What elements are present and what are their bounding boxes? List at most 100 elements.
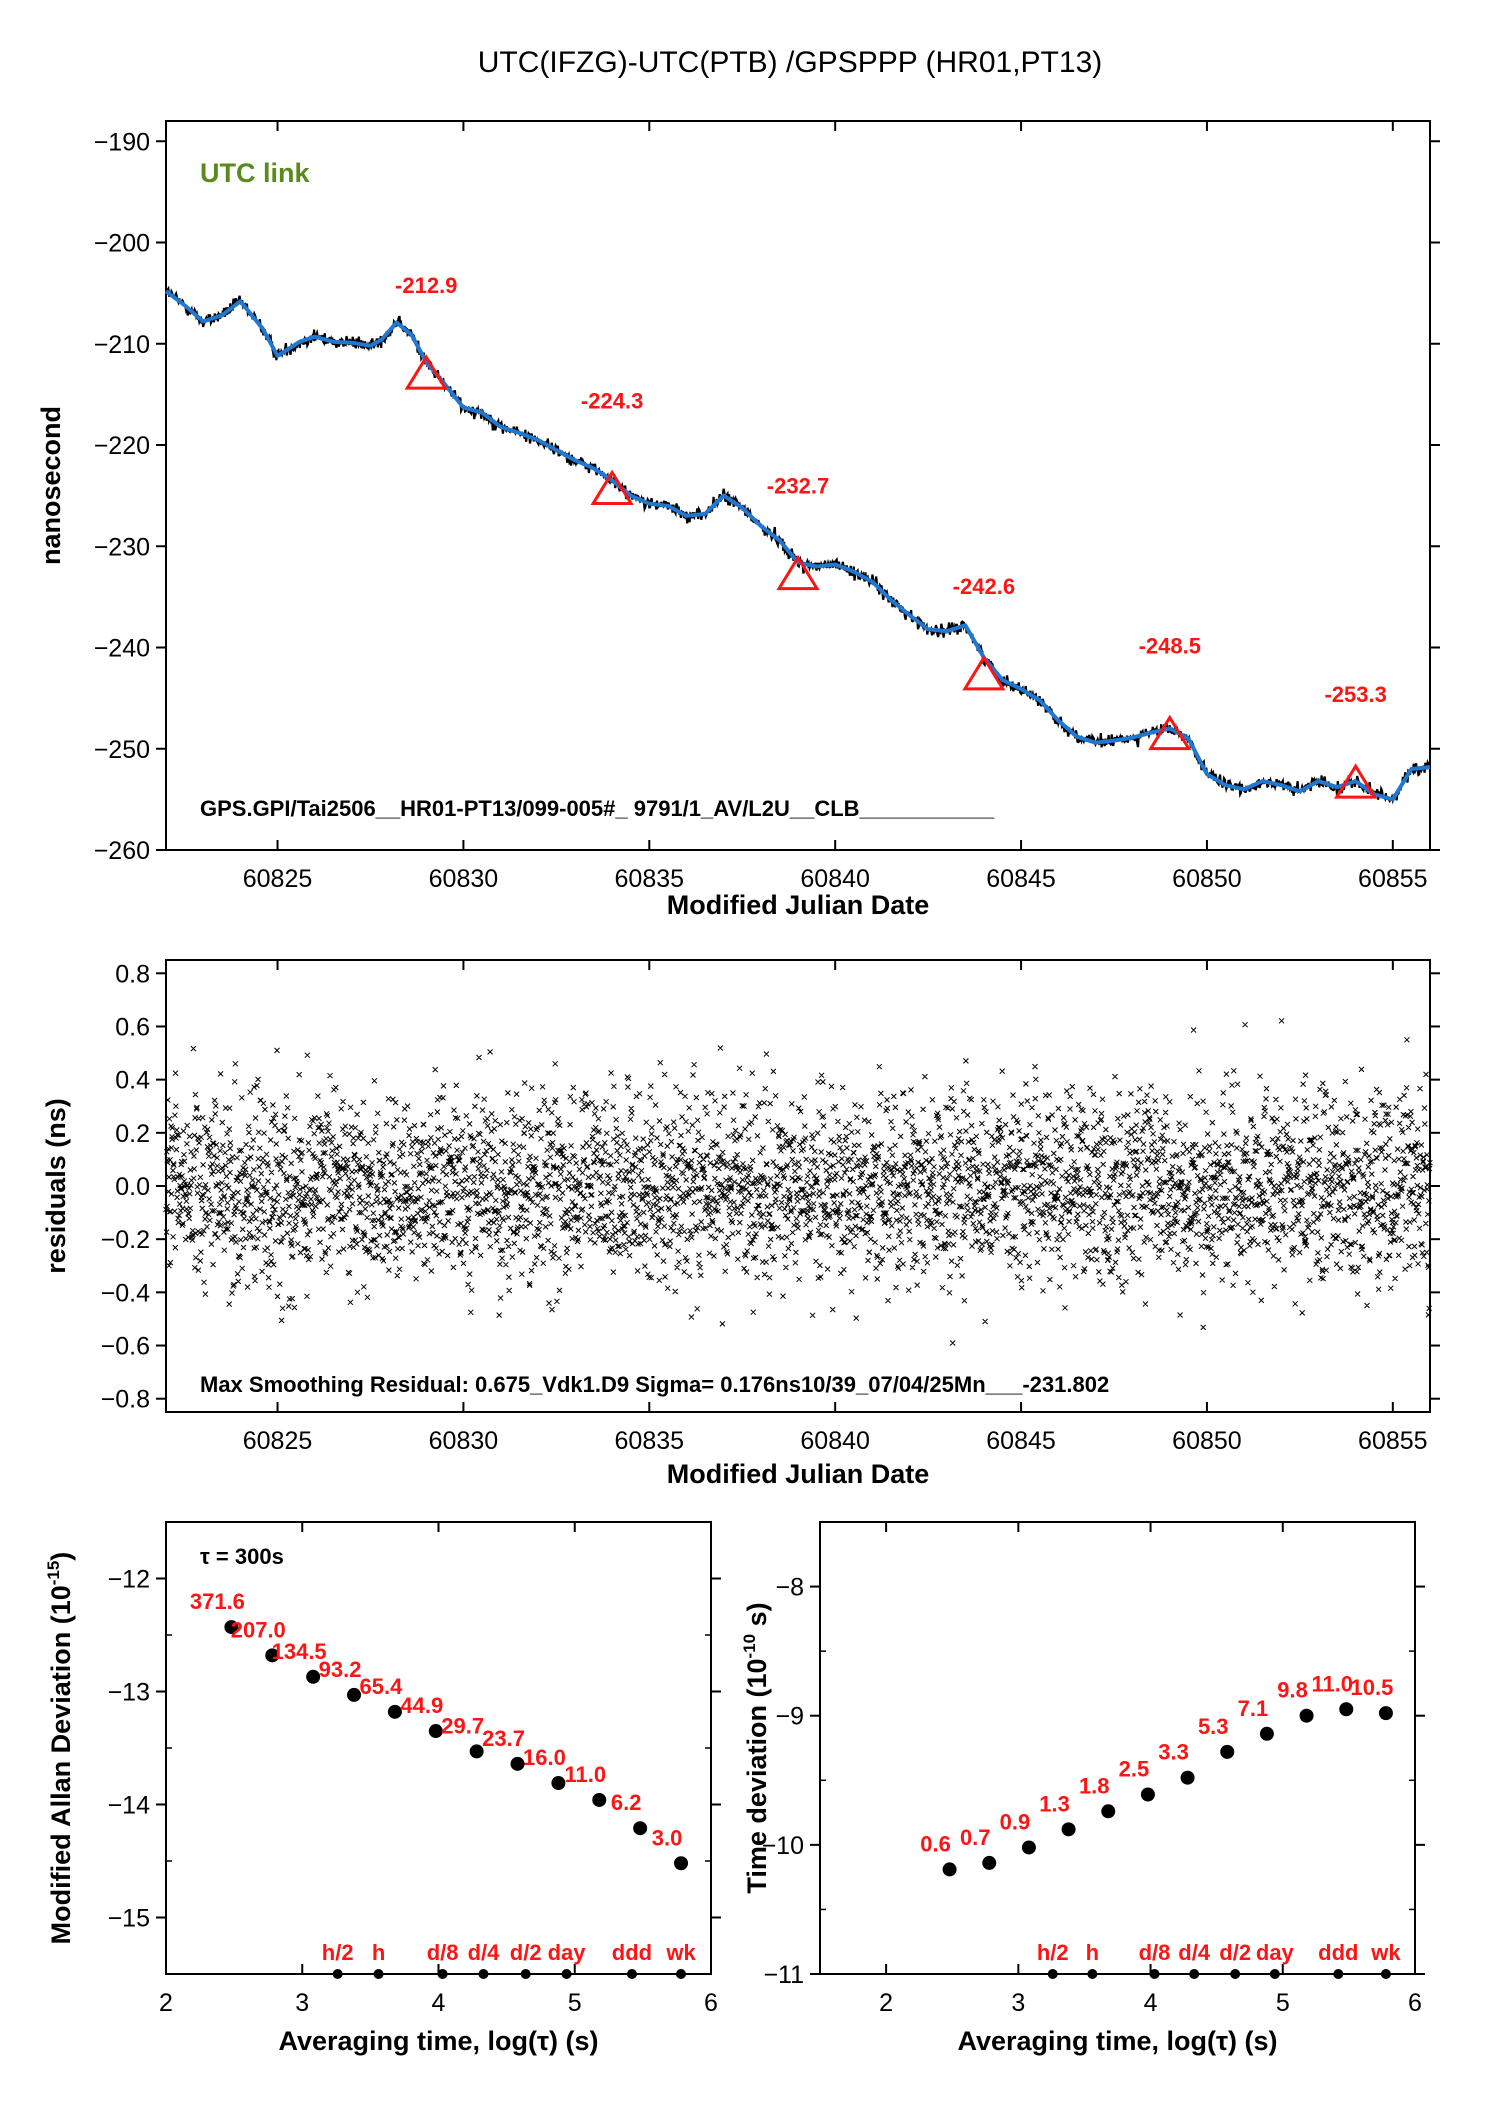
x-tick-label: 60855 xyxy=(1358,865,1428,893)
deviation-value-label: 134.5 xyxy=(272,1639,327,1664)
period-marker-label: ddd xyxy=(612,1940,652,1965)
plot-frame xyxy=(819,1521,1416,1975)
y-tick-label: 0.0 xyxy=(115,1173,150,1201)
x-tick-label: 60835 xyxy=(615,1427,685,1455)
deviation-point xyxy=(592,1792,607,1807)
deviation-value-label: 0.9 xyxy=(1000,1809,1031,1834)
period-marker-dot xyxy=(332,1969,343,1979)
y-tick-label: −15 xyxy=(108,1905,150,1933)
deviation-point xyxy=(674,1856,689,1871)
marker-triangle xyxy=(1148,714,1192,751)
deviation-value-label: 7.1 xyxy=(1238,1696,1269,1721)
x-tick-label: 4 xyxy=(432,1989,446,2017)
period-marker-dot xyxy=(1333,1969,1344,1979)
deviation-value-label: 3.3 xyxy=(1158,1740,1189,1765)
period-marker-dot xyxy=(1189,1969,1200,1979)
marker-triangle xyxy=(590,469,634,506)
y-tick-label: −190 xyxy=(94,128,150,156)
period-marker-dot xyxy=(561,1969,572,1979)
deviation-point xyxy=(982,1855,997,1870)
deviation-point xyxy=(1101,1804,1116,1819)
deviation-point xyxy=(265,1648,280,1663)
x-axis-label: Modified Julian Date xyxy=(667,890,930,920)
deviation-point xyxy=(347,1687,362,1702)
period-marker-dot xyxy=(1380,1969,1391,1979)
panel-time-series: 60825 60830 60835 60840 60845 60850 60855 −190 −… xyxy=(36,120,1440,920)
raw-data-trace xyxy=(164,285,1430,805)
period-marker-label: wk xyxy=(1370,1940,1401,1965)
deviation-value-label: 16.0 xyxy=(523,1745,566,1770)
y-tick-label: −0.8 xyxy=(101,1386,150,1414)
period-marker-label: ddd xyxy=(1318,1940,1358,1965)
y-tick-label: −0.6 xyxy=(101,1333,150,1361)
deviation-point xyxy=(1299,1708,1314,1723)
x-tick-label: 60825 xyxy=(243,1427,313,1455)
deviation-point xyxy=(1021,1840,1036,1855)
marker-triangle xyxy=(1333,763,1378,799)
deviation-point xyxy=(428,1724,443,1739)
deviation-value-label: 0.7 xyxy=(960,1825,991,1850)
period-marker-label: d/8 xyxy=(1139,1940,1171,1965)
period-marker-label: day xyxy=(1256,1940,1295,1965)
deviation-point xyxy=(1378,1706,1393,1721)
deviation-value-label: 1.8 xyxy=(1079,1773,1110,1798)
x-tick-label: 3 xyxy=(295,1989,309,2017)
x-tick-label: 2 xyxy=(159,1989,173,2017)
smoothed-series-line xyxy=(164,289,1431,802)
x-tick-label: 5 xyxy=(1276,1989,1290,2017)
y-tick-label: −14 xyxy=(108,1792,151,1820)
y-tick-label: 0.2 xyxy=(115,1120,150,1148)
deviation-value-label: 9.8 xyxy=(1277,1678,1308,1703)
deviation-point xyxy=(551,1776,566,1791)
period-marker-dot xyxy=(1047,1969,1058,1979)
x-tick-label: 60825 xyxy=(243,865,313,893)
marker-value-label: -248.5 xyxy=(1139,634,1201,659)
marker-value-label: -242.6 xyxy=(953,574,1015,599)
plot-frame xyxy=(165,959,1431,1413)
deviation-value-label: 0.6 xyxy=(920,1831,951,1856)
deviation-value-label: 371.6 xyxy=(190,1589,245,1614)
y-axis-label: residuals (ns) xyxy=(41,1098,71,1274)
x-axis-label: Averaging time, log(τ) (s) xyxy=(278,2026,598,2056)
period-marker-label: day xyxy=(548,1940,587,1965)
tau-note: τ = 300s xyxy=(200,1544,284,1569)
period-marker-label: h/2 xyxy=(322,1940,354,1965)
marker-value-label: -212.9 xyxy=(395,273,457,298)
x-tick-label: 2 xyxy=(879,1989,893,2017)
x-axis-label: Averaging time, log(τ) (s) xyxy=(957,2026,1277,2056)
marker-triangle xyxy=(404,354,448,390)
period-marker-dot xyxy=(520,1969,531,1979)
y-tick-label: −260 xyxy=(94,837,150,865)
x-tick-label: 5 xyxy=(568,1989,582,2017)
y-tick-label: −12 xyxy=(108,1566,150,1594)
y-tick-label: −230 xyxy=(94,533,150,561)
y-tick-label: 0.6 xyxy=(115,1013,150,1041)
period-marker-dot xyxy=(478,1969,489,1979)
deviation-value-label: 6.2 xyxy=(611,1790,642,1815)
period-marker-label: d/4 xyxy=(468,1940,501,1965)
x-tick-label: 60855 xyxy=(1358,1427,1428,1455)
deviation-point xyxy=(510,1756,525,1771)
marker-triangle xyxy=(776,554,820,591)
x-tick-label: 60840 xyxy=(800,1427,870,1455)
y-axis-label: Modified Allan Deviation (10-15) xyxy=(44,1552,76,1945)
deviation-value-label: 11.0 xyxy=(1311,1671,1353,1696)
deviation-value-label: 65.4 xyxy=(359,1674,403,1699)
x-tick-label: 60835 xyxy=(615,865,685,893)
x-tick-label: 6 xyxy=(1408,1989,1422,2017)
x-tick-label: 3 xyxy=(1011,1989,1025,2017)
y-tick-label: 0.8 xyxy=(115,960,150,988)
deviation-value-label: 10.5 xyxy=(1350,1675,1393,1700)
y-tick-label: −0.4 xyxy=(101,1279,150,1307)
x-tick-label: 60845 xyxy=(986,865,1056,893)
y-tick-label: −11 xyxy=(763,1961,804,1989)
deviation-point xyxy=(224,1620,239,1635)
marker-value-label: -224.3 xyxy=(581,389,643,414)
deviation-point xyxy=(1061,1822,1076,1837)
main-title: UTC(IFZG)-UTC(PTB) /GPSPPP (HR01,PT13) xyxy=(478,46,1103,79)
x-tick-label: 60830 xyxy=(429,865,499,893)
marker-triangle xyxy=(962,654,1006,691)
panel-residuals: 60825 60830 60835 60840 60845 60850 60855 0.8 0.… xyxy=(41,959,1440,1489)
deviation-value-label: 2.5 xyxy=(1119,1756,1150,1781)
